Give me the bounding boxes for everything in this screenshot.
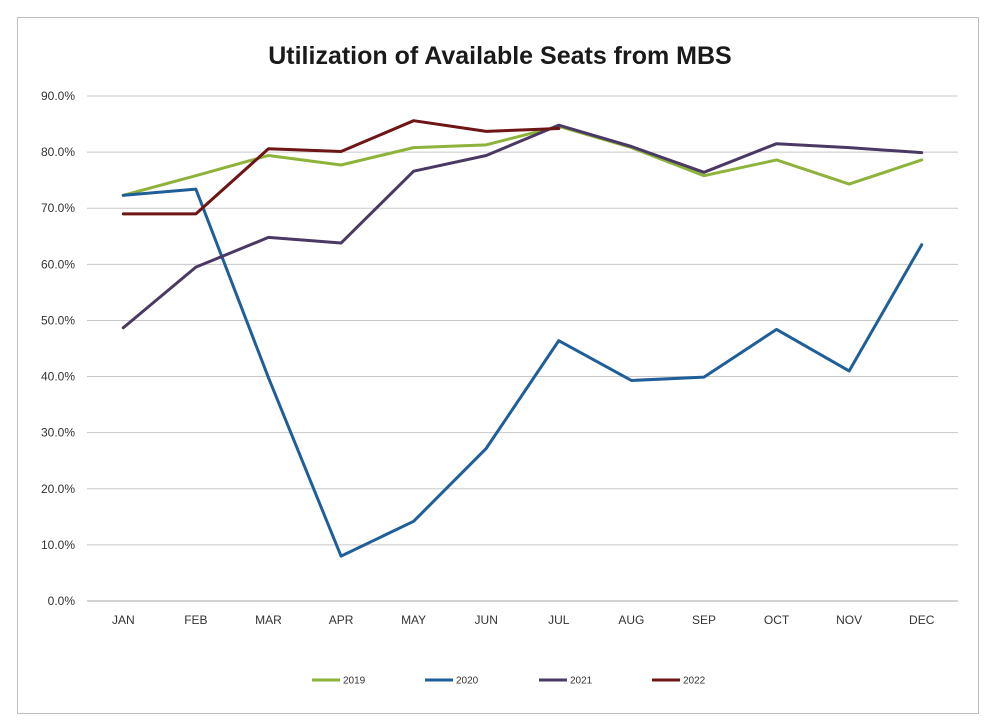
legend-label: 2021 [570,676,593,687]
chart-frame [17,17,979,714]
data-point-2021-JUN [484,153,488,157]
data-point-2019-APR [339,163,343,167]
y-tick-label: 70.0% [41,201,75,215]
data-point-2019-NOV [847,182,851,186]
y-tick-label: 90.0% [41,89,75,103]
legend-label: 2022 [683,676,706,687]
y-tick-label: 30.0% [41,426,75,440]
data-point-2019-MAY [412,146,416,150]
data-point-2020-SEP [702,375,706,379]
data-point-2022-APR [339,150,343,154]
data-point-2020-MAY [412,519,416,523]
y-tick-label: 40.0% [41,370,75,384]
data-point-2020-DEC [920,243,924,247]
data-point-2020-JUL [557,339,561,343]
x-tick-label: FEB [184,613,207,627]
data-point-2021-APR [339,241,343,245]
data-point-2022-MAY [412,119,416,123]
x-tick-label: NOV [836,613,862,627]
x-tick-label: APR [329,613,354,627]
data-point-2022-JAN [121,212,125,216]
x-tick-label: DEC [909,613,935,627]
data-point-2021-FEB [194,265,198,269]
x-tick-label: SEP [692,613,716,627]
data-point-2020-OCT [775,327,779,331]
x-tick-label: MAY [401,613,426,627]
x-tick-label: JUN [475,613,498,627]
y-tick-label: 80.0% [41,145,75,159]
data-point-2020-MAR [266,376,270,380]
series-line-2022 [121,119,561,216]
data-point-2021-NOV [847,146,851,150]
series-lines [121,119,924,558]
legend-label: 2020 [456,676,479,687]
data-point-2022-JUL [557,127,561,131]
data-point-2020-NOV [847,369,851,373]
data-point-2019-JUN [484,143,488,147]
data-point-2019-FEB [194,174,198,178]
series-line-2021 [121,123,924,330]
x-tick-label: AUG [618,613,644,627]
y-tick-label: 20.0% [41,482,75,496]
data-point-2021-DEC [920,151,924,155]
data-point-2020-AUG [629,378,633,382]
y-tick-label: 10.0% [41,538,75,552]
data-point-2020-JUN [484,446,488,450]
grid-lines [87,95,958,602]
data-point-2021-AUG [629,145,633,149]
series-line-2020 [121,187,924,558]
series-line-2019 [121,124,924,197]
data-point-2022-MAR [266,147,270,151]
data-point-2021-SEP [702,170,706,174]
data-point-2020-JAN [121,193,125,197]
x-tick-label: JUL [548,613,570,627]
x-axis: JAN FEB MAR APR MAY JUN JUL AUG SEP OCT NOV DEC [112,613,935,627]
x-tick-label: JAN [112,613,135,627]
y-tick-label: 0.0% [48,594,76,608]
data-point-2021-MAR [266,235,270,239]
data-point-2020-FEB [194,187,198,191]
data-point-2019-DEC [920,158,924,162]
legend: 2019 2020 2021 2022 [312,676,706,687]
chart-title: Utilization of Available Seats from MBS [268,42,732,70]
legend-label: 2019 [343,676,366,687]
x-tick-label: MAR [255,613,282,627]
data-point-2019-MAR [266,153,270,157]
y-tick-label: 60.0% [41,257,75,271]
data-point-2021-OCT [775,142,779,146]
data-point-2022-FEB [194,212,198,216]
data-point-2020-APR [339,554,343,558]
data-point-2021-JAN [121,326,125,330]
x-tick-label: OCT [764,613,790,627]
y-tick-label: 50.0% [41,313,75,327]
data-point-2021-MAY [412,169,416,173]
data-point-2019-OCT [775,158,779,162]
data-point-2022-JUN [484,129,488,133]
y-axis: 0.0% 10.0% 20.0% 30.0% 40.0% 50.0% 60.0% 70.0% 8… [41,89,75,608]
